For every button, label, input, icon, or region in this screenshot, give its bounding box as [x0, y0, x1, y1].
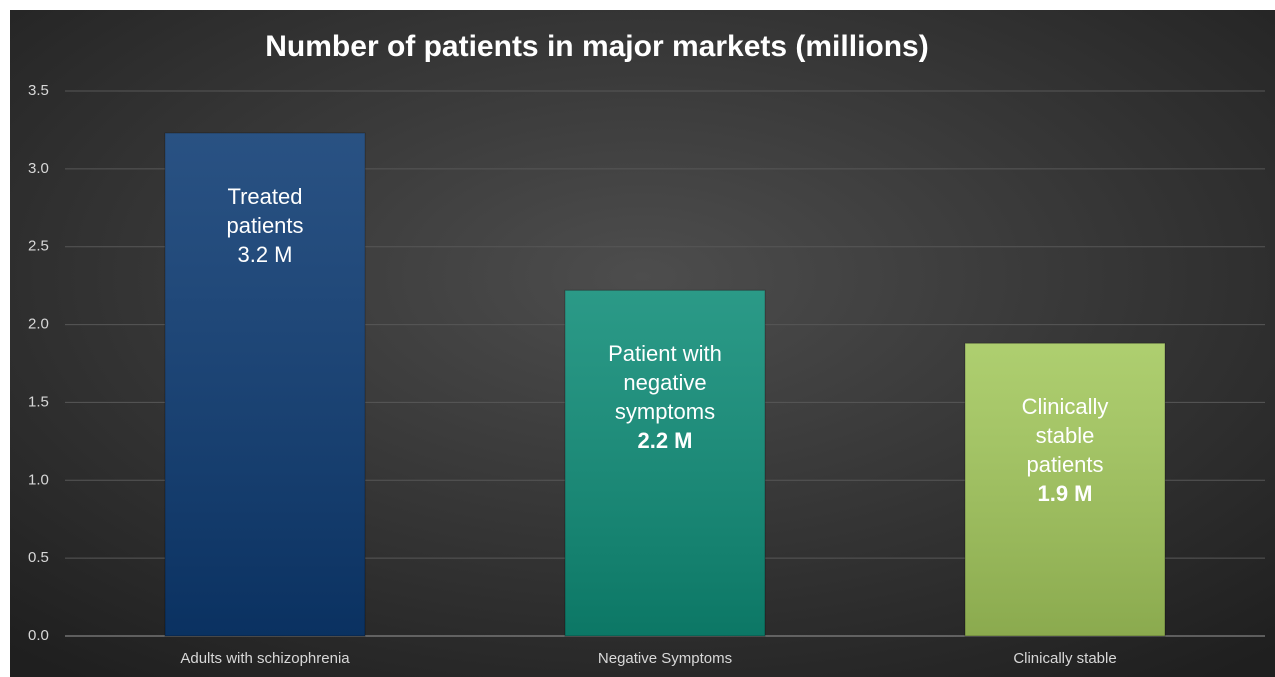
bar-label: negative [623, 370, 706, 395]
y-tick-label: 3.5 [28, 82, 49, 99]
y-tick-label: 0.0 [28, 627, 49, 644]
bar-label: Treated [227, 184, 302, 209]
bar-shade [965, 343, 1165, 636]
y-tick-label: 2.5 [28, 238, 49, 255]
y-tick-label: 0.5 [28, 549, 49, 566]
value-label: 1.9 M [1037, 481, 1092, 506]
chart-title: Number of patients in major markets (mil… [265, 30, 928, 63]
bar-label: Patient with [608, 341, 722, 366]
y-tick-label: 1.0 [28, 471, 49, 488]
bar-shade [165, 133, 365, 637]
bar-shade [565, 290, 765, 636]
bar-label: stable [1036, 423, 1095, 448]
y-tick-label: 3.0 [28, 160, 49, 177]
x-tick-label: Clinically stable [1013, 650, 1116, 667]
bar-label: patients [1026, 452, 1103, 477]
bar-label: symptoms [615, 399, 715, 424]
bar-label: Clinically [1022, 394, 1109, 419]
y-tick-label: 1.5 [28, 393, 49, 410]
x-tick-label: Adults with schizophrenia [180, 650, 350, 667]
y-tick-label: 2.0 [28, 316, 49, 333]
value-label: 2.2 M [637, 428, 692, 453]
bar-label: patients [226, 213, 303, 238]
x-tick-label: Negative Symptoms [598, 650, 732, 667]
value-label: 3.2 M [237, 242, 292, 267]
